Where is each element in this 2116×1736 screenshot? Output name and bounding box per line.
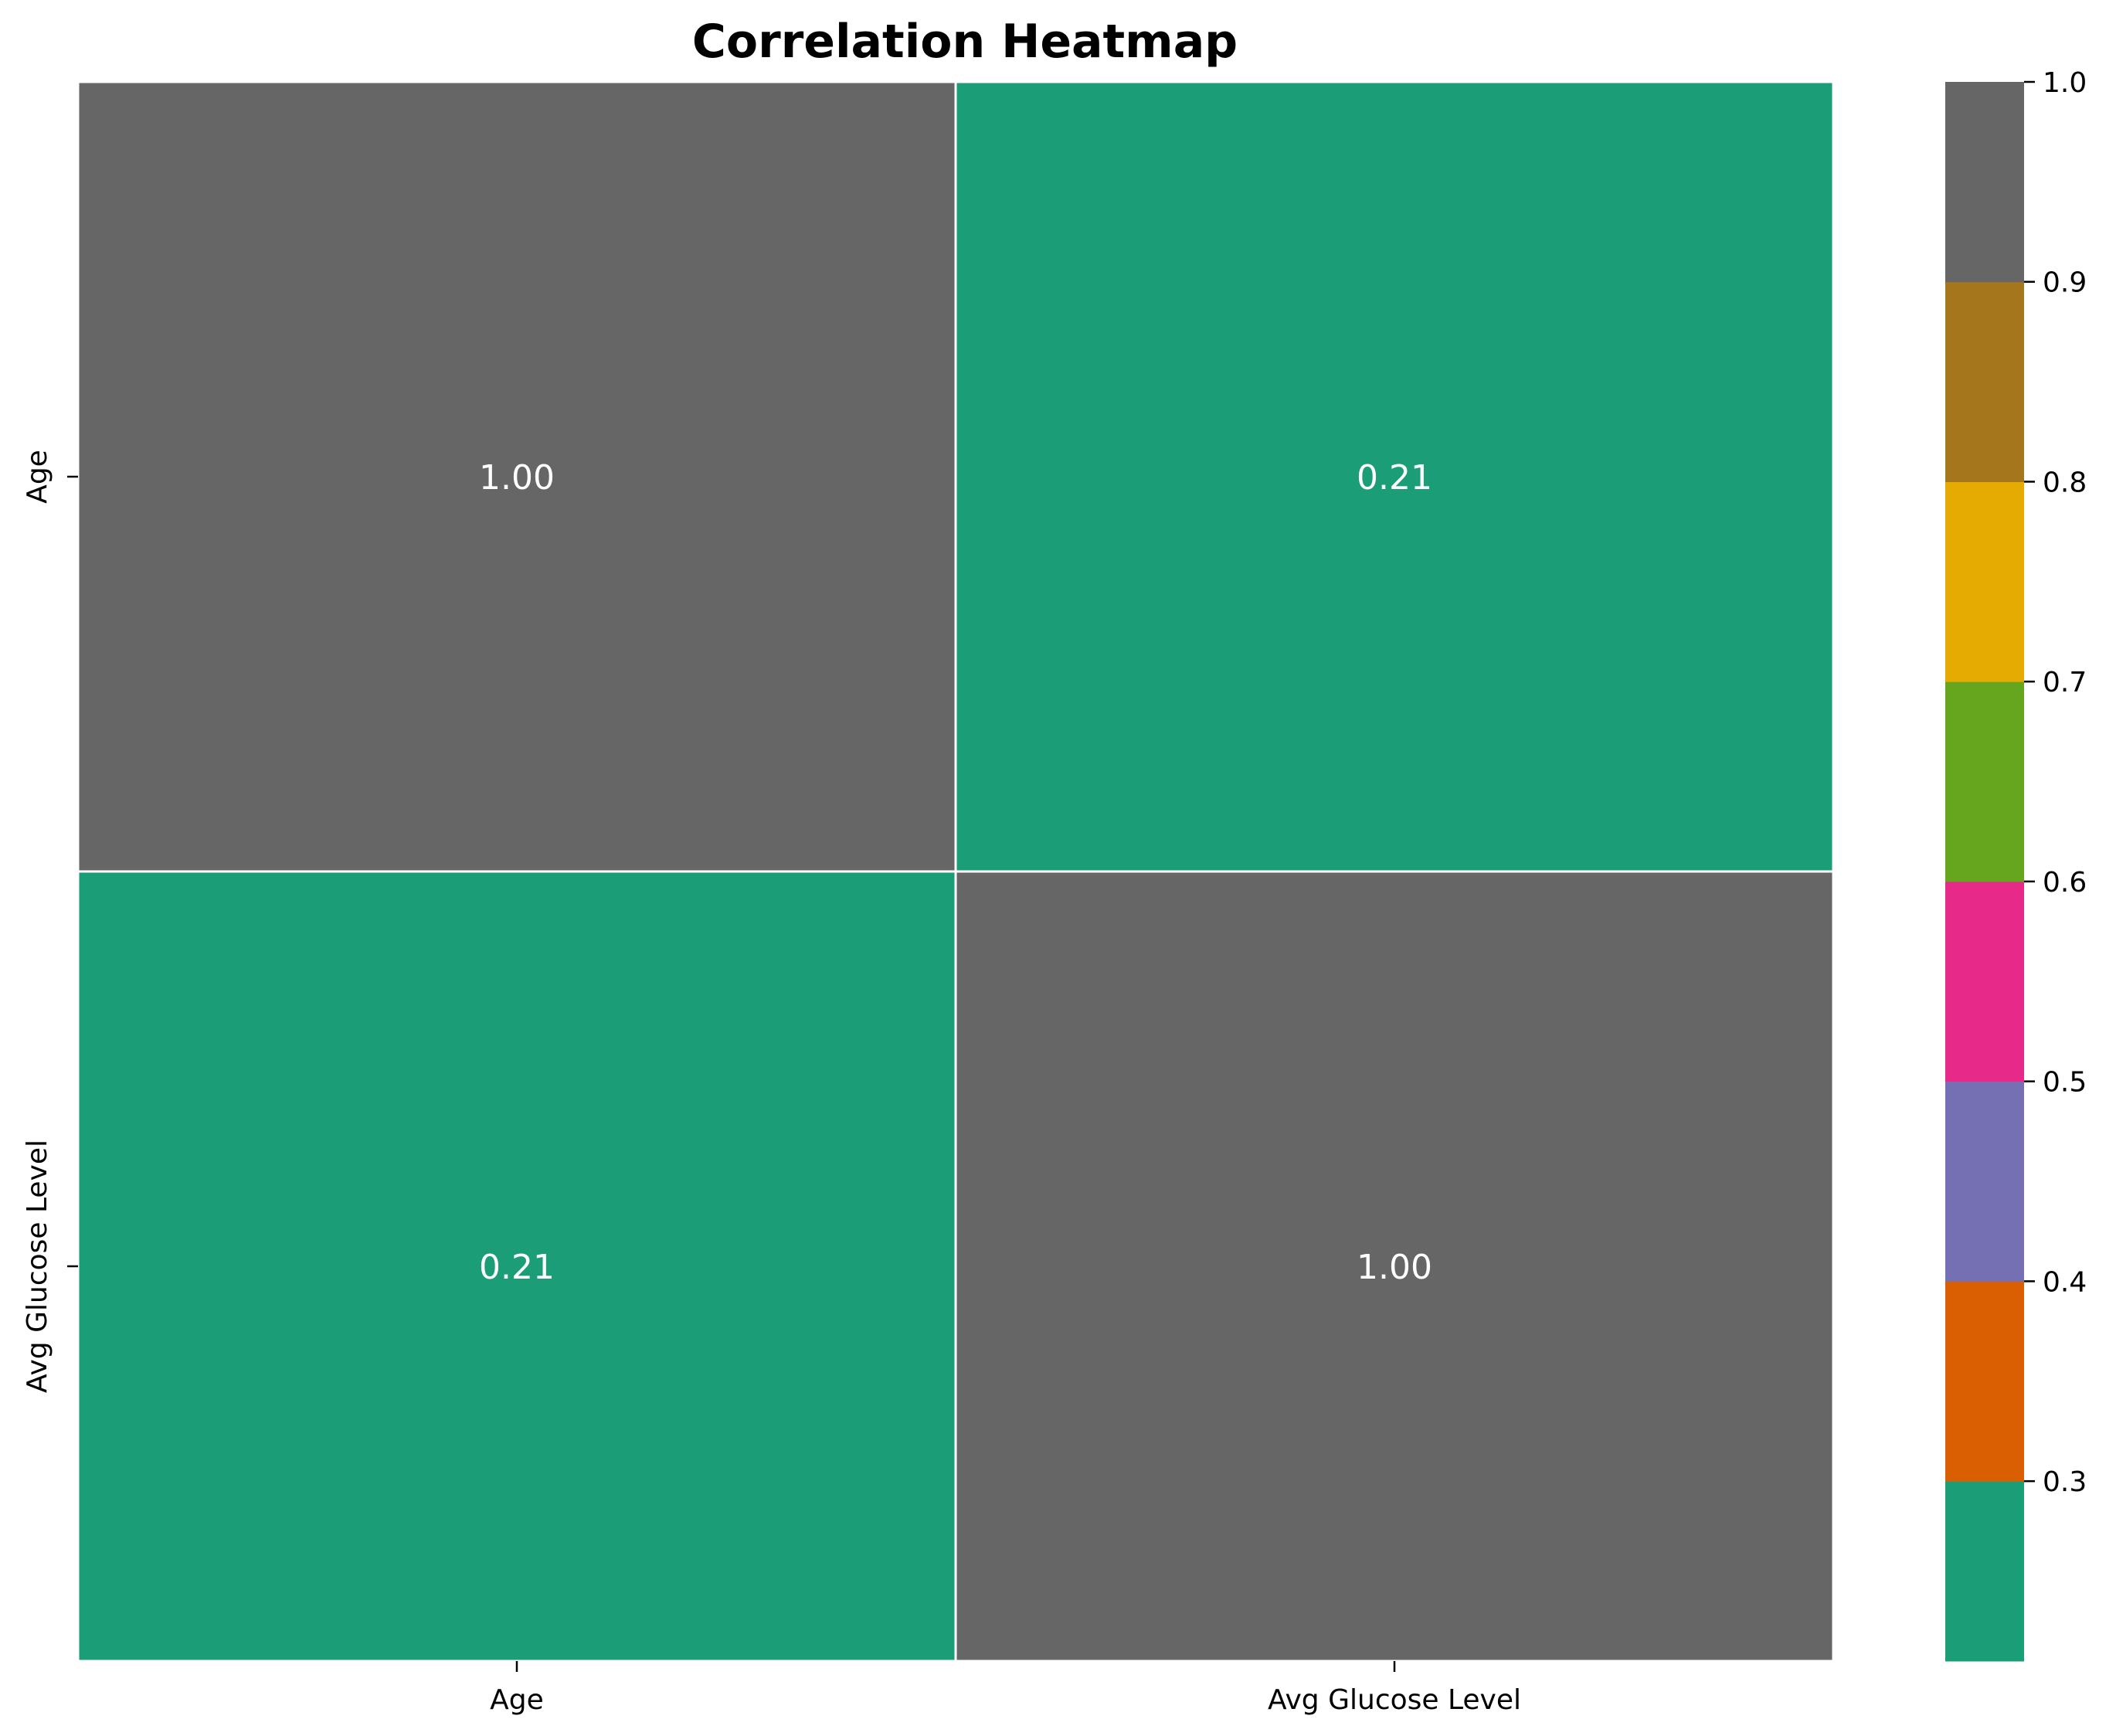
colorbar-band — [1945, 481, 2024, 682]
y-axis: Age Avg Glucose Level — [22, 450, 78, 1393]
y-tick-label-age: Age — [22, 450, 53, 504]
cell-label: 1.00 — [479, 458, 555, 498]
y-tick-label-avg-glucose-level: Avg Glucose Level — [22, 1140, 53, 1393]
heatmap-cells — [76, 80, 1835, 1663]
cell-label: 0.21 — [1357, 458, 1432, 498]
x-tick-label-avg-glucose-level: Avg Glucose Level — [1268, 1684, 1521, 1716]
colorbar-band — [1945, 82, 2024, 283]
colorbar-tick-label: 0.3 — [2043, 1466, 2087, 1498]
x-tick-label-age: Age — [490, 1684, 544, 1716]
colorbar-tick-label: 0.9 — [2043, 267, 2087, 299]
heatmap-cell-age-avg-glucose-level — [954, 80, 1835, 873]
colorbar-tick-label: 0.8 — [2043, 467, 2087, 498]
colorbar-band — [1945, 281, 2024, 482]
x-axis: Age Avg Glucose Level — [490, 1661, 1521, 1716]
colorbar-band — [1945, 881, 2024, 1082]
colorbar-tick-label: 0.7 — [2043, 667, 2087, 698]
colorbar-band — [1945, 1281, 2024, 1482]
colorbar-band — [1945, 681, 2024, 882]
colorbar-band — [1945, 1481, 2024, 1662]
cell-label: 0.21 — [479, 1248, 555, 1287]
chart-title: Correlation Heatmap — [692, 15, 1238, 69]
colorbar-tick-label: 0.4 — [2043, 1266, 2087, 1298]
colorbar-tick-label: 1.0 — [2043, 67, 2087, 99]
colorbar: 0.3 0.4 0.5 0.6 0.7 0.8 0.9 1.0 — [1945, 67, 2087, 1662]
cell-label: 1.00 — [1357, 1248, 1432, 1287]
heatmap-cell-avg-glucose-level-age — [76, 870, 957, 1663]
colorbar-tick-label: 0.5 — [2043, 1067, 2087, 1099]
cell-annotations: 1.00 0.21 0.21 1.00 — [479, 458, 1432, 1287]
colorbar-tick-label: 0.6 — [2043, 867, 2087, 899]
heatmap-cell-avg-glucose-level-avg-glucose-level — [954, 870, 1835, 1663]
heatmap-cell-age-age — [76, 80, 957, 873]
colorbar-band — [1945, 1081, 2024, 1282]
